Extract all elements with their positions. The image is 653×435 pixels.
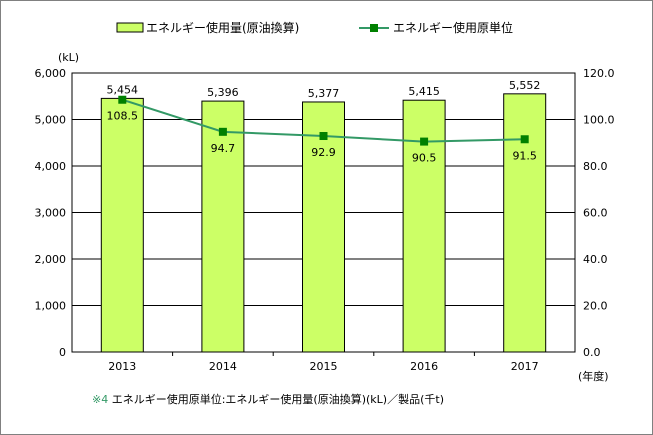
legend-swatch-bar: [116, 22, 144, 33]
x-tick-labels: 2013 2014 2015 2016 2017: [108, 360, 538, 373]
x-tick-label: 2015: [310, 360, 338, 373]
footnote-text: ※4 エネルギー使用原単位:エネルギー使用量(原油換算)(kL)／製品(千t): [92, 392, 444, 406]
y-right-tick-label: 80.0: [583, 160, 608, 173]
y-left-tick-label: 1,000: [35, 300, 67, 313]
x-tick-label: 2016: [410, 360, 438, 373]
y-right-tick-label: 20.0: [583, 300, 608, 313]
bar: [503, 93, 547, 353]
bar-data-label: 5,396: [207, 86, 239, 99]
y-left-tick-label: 0: [59, 346, 66, 359]
y-left-tick-labels: 0 1,000 2,000 3,000 4,000 5,000 6,000: [35, 67, 67, 359]
y-right-tick-label: 100.0: [583, 114, 615, 127]
x-tick-label: 2014: [209, 360, 237, 373]
bar-data-label: 5,552: [509, 79, 541, 92]
y-left-tick-label: 6,000: [35, 67, 67, 80]
bar: [201, 100, 245, 353]
line-point: [520, 135, 529, 144]
line-series: 108.5 94.7 92.9 90.5 91.5: [107, 95, 537, 165]
line-point: [218, 127, 227, 136]
x-axis-label: (年度): [578, 369, 609, 383]
y-left-tick-label: 4,000: [35, 160, 67, 173]
legend-label-line: エネルギー使用原単位: [393, 20, 513, 35]
y-right-tick-label: 120.0: [583, 67, 615, 80]
line-data-label: 108.5: [107, 110, 139, 123]
y-left-tick-label: 2,000: [35, 253, 67, 266]
legend: エネルギー使用量(原油換算) エネルギー使用原単位: [116, 20, 513, 35]
legend-swatch-marker: [370, 24, 378, 32]
y-left-tick-label: 5,000: [35, 114, 67, 127]
footnote-body: エネルギー使用原単位:エネルギー使用量(原油換算)(kL)／製品(千t): [108, 392, 444, 406]
x-tick-label: 2013: [108, 360, 136, 373]
footnote: ※4 エネルギー使用原単位:エネルギー使用量(原油換算)(kL)／製品(千t): [92, 392, 444, 406]
legend-label-bar: エネルギー使用量(原油換算): [146, 20, 299, 35]
y-right-tick-label: 40.0: [583, 253, 608, 266]
y-left-tick-label: 3,000: [35, 207, 67, 220]
plot-area-border: [71, 72, 576, 353]
line-data-label: 91.5: [512, 149, 537, 162]
bar-data-label: 5,377: [308, 87, 340, 100]
y-left-axis-label: (kL): [58, 51, 79, 64]
bar: [100, 97, 144, 353]
line-data-label: 94.7: [211, 142, 236, 155]
line-data-label: 92.9: [311, 146, 336, 159]
y-right-tick-labels: 0.0 20.0 40.0 60.0 80.0 100.0 120.0: [583, 67, 615, 359]
bar-data-label: 5,454: [107, 83, 139, 96]
y-right-tick-label: 0.0: [583, 346, 601, 359]
x-tick-label: 2017: [511, 360, 539, 373]
line-point: [420, 137, 429, 146]
bar-data-label: 5,415: [408, 85, 440, 98]
footnote-mark: ※4: [92, 393, 108, 406]
line-data-label: 90.5: [412, 152, 437, 165]
line-point: [319, 132, 328, 141]
line-point: [118, 95, 127, 104]
y-right-tick-label: 60.0: [583, 207, 608, 220]
